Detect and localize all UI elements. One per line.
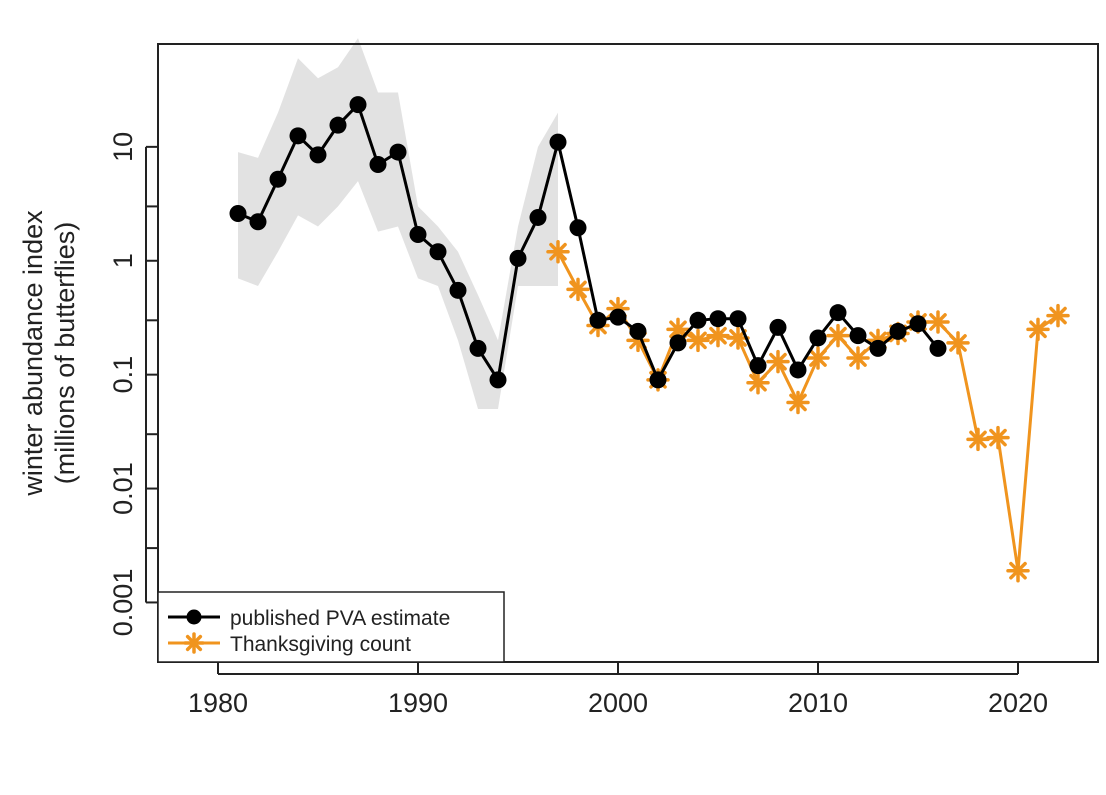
pva-point xyxy=(589,311,607,329)
legend-marker-pva xyxy=(186,609,202,625)
pva-point xyxy=(229,204,247,222)
pva-point xyxy=(429,243,447,261)
thanksgiving-point xyxy=(786,390,810,415)
plot-frame xyxy=(157,43,1099,663)
pva-point xyxy=(269,170,287,188)
pva-point xyxy=(749,357,767,375)
legend-marker-thanksgiving xyxy=(183,632,205,654)
pva-point xyxy=(789,361,807,379)
pva-point xyxy=(909,315,927,333)
pva-point xyxy=(569,219,587,237)
pva-point xyxy=(689,311,707,329)
pva-point xyxy=(669,334,687,352)
x-tick-label: 1990 xyxy=(388,688,448,718)
pva-point xyxy=(329,116,347,134)
confidence-band-layer xyxy=(238,38,558,409)
x-tick-label: 1980 xyxy=(188,688,248,718)
series-layer xyxy=(229,96,1070,583)
y-axis-subtitle: (millions of butterflies) xyxy=(50,222,80,485)
pva-point xyxy=(729,310,747,328)
thanksgiving-point xyxy=(566,277,590,302)
legend-label-pva: published PVA estimate xyxy=(230,607,450,630)
thanksgiving-point xyxy=(746,370,770,395)
pva-point xyxy=(769,318,787,336)
y-axis-title: winter abundance index xyxy=(18,210,48,497)
thanksgiving-point xyxy=(966,427,990,452)
thanksgiving-point xyxy=(946,331,970,355)
pva-point xyxy=(529,208,547,226)
legend-box xyxy=(157,591,505,663)
thanksgiving-line xyxy=(556,251,1059,573)
pva-point xyxy=(449,281,467,299)
thanksgiving-point xyxy=(1006,558,1030,583)
y-tick-label: 10 xyxy=(108,132,138,162)
confidence-band xyxy=(238,38,558,409)
pva-point xyxy=(629,322,647,340)
x-tick-label: 2000 xyxy=(588,688,648,718)
thanksgiving-point xyxy=(846,346,870,370)
pva-point xyxy=(709,310,727,328)
pva-point xyxy=(409,226,427,244)
x-tick-label: 2010 xyxy=(788,688,848,718)
pva-point xyxy=(369,156,387,174)
thanksgiving-point xyxy=(806,346,830,370)
pva-point xyxy=(849,327,867,345)
y-tick-label: 1 xyxy=(108,253,138,268)
y-tick-label: 0.001 xyxy=(108,569,138,637)
legend-asterisk-glyph xyxy=(183,632,205,654)
thanksgiving-point xyxy=(986,425,1010,450)
pva-point xyxy=(649,371,667,389)
legend: published PVA estimate Thanksgiving coun… xyxy=(157,591,505,663)
thanksgiving-point xyxy=(706,323,730,348)
pva-point xyxy=(289,127,307,145)
thanksgiving-point xyxy=(926,310,950,334)
axis-layer: 1980 1990 2000 2010 2020 0.001 0.01 0.1 1 10 xyxy=(108,132,1048,718)
pva-point xyxy=(509,249,527,267)
pva-point xyxy=(829,304,847,322)
pva-point xyxy=(889,322,907,340)
pva-point xyxy=(549,133,567,151)
legend-label-thanksgiving: Thanksgiving count xyxy=(230,633,411,656)
y-tick-label: 0.1 xyxy=(108,356,138,394)
legend-item-thanksgiving: Thanksgiving count xyxy=(168,632,411,656)
pva-point xyxy=(869,339,887,357)
pva-point xyxy=(929,339,947,357)
pva-point xyxy=(389,143,407,161)
thanksgiving-point xyxy=(546,239,570,264)
pva-point xyxy=(469,339,487,357)
thanksgiving-point xyxy=(1046,303,1070,328)
legend-item-pva: published PVA estimate xyxy=(168,607,450,630)
pva-point xyxy=(609,308,627,326)
x-tick-label: 2020 xyxy=(988,688,1048,718)
pva-point xyxy=(309,146,327,164)
pva-point xyxy=(809,329,827,347)
thanksgiving-point xyxy=(766,349,790,374)
pva-point xyxy=(249,213,267,231)
y-tick-label: 0.01 xyxy=(108,462,138,515)
thanksgiving-point xyxy=(826,323,850,348)
pva-point xyxy=(349,96,367,114)
thanksgiving-point xyxy=(686,328,710,353)
pva-point xyxy=(489,371,507,389)
thanksgiving-point xyxy=(1026,317,1050,342)
